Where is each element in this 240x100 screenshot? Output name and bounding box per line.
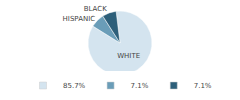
svg-text:BLACK: BLACK [84,5,107,13]
svg-text:85.7%: 85.7% [63,82,86,90]
svg-text:7.1%: 7.1% [194,82,212,90]
svg-text:7.1%: 7.1% [131,82,149,90]
svg-text:WHITE: WHITE [117,52,140,60]
svg-text:HISPANIC: HISPANIC [63,15,96,23]
